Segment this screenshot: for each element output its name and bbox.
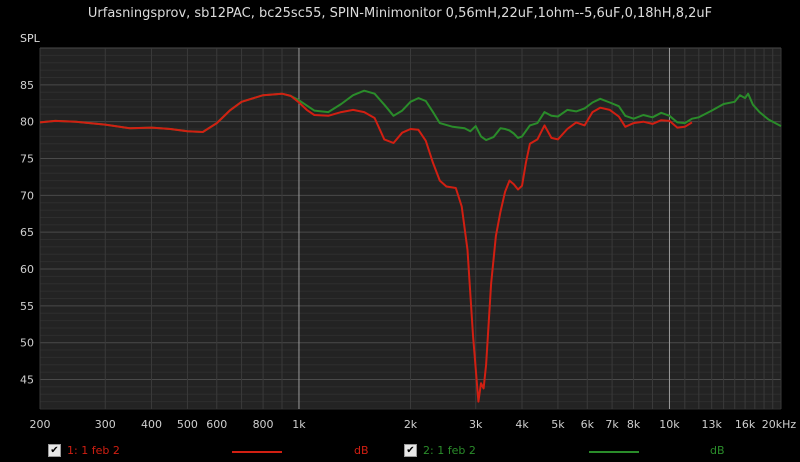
y-tick-label: 65 <box>20 226 34 239</box>
y-tick-label: 55 <box>20 300 34 313</box>
legend-2-swatch <box>589 451 639 453</box>
series-line-1 <box>39 92 693 403</box>
y-tick-label: 75 <box>20 153 34 166</box>
x-tick-label: 3k <box>469 418 483 431</box>
legend-2-checkbox[interactable]: ✔ <box>404 443 417 457</box>
y-tick-label: 80 <box>20 116 34 129</box>
grid <box>39 47 782 410</box>
legend-1-swatch <box>232 451 282 453</box>
x-tick-label: 16k <box>735 418 756 431</box>
chart-title: Urfasningsprov, sb12PAC, bc25sc55, SPIN-… <box>87 6 713 21</box>
x-tick-label: 600 <box>206 418 227 431</box>
x-tick-label: 400 <box>141 418 162 431</box>
legend-1-label: 1: 1 feb 2 <box>67 443 120 457</box>
legend-1-unit: dB <box>354 444 369 457</box>
y-tick-label: 60 <box>20 263 34 276</box>
series-layer <box>39 89 782 403</box>
y-tick-label: 70 <box>20 189 34 202</box>
legend-item-2[interactable]: ✔ 2: 1 feb 2 <box>404 440 476 460</box>
x-tick-labels: 200 300 400 500 600 800 1k 2k 3k 4k 5k 6k 7k 8k 10k 13k… <box>30 418 797 431</box>
x-tick-label: 5k <box>551 418 565 431</box>
x-tick-label: 500 <box>177 418 198 431</box>
legend-1-checkbox[interactable]: ✔ <box>48 443 61 457</box>
legend-2-label: 2: 1 feb 2 <box>423 443 476 457</box>
y-tick-labels: 45 50 55 60 65 70 75 80 85 <box>20 79 34 387</box>
x-tick-label: 8k <box>627 418 641 431</box>
x-tick-label: 4k <box>515 418 529 431</box>
legend-2-unit: dB <box>710 444 725 457</box>
x-tick-label: 2k <box>404 418 418 431</box>
y-tick-label: 45 <box>20 374 34 387</box>
x-tick-label: 1k <box>292 418 306 431</box>
x-tick-label: 7k <box>605 418 619 431</box>
y-axis-label: SPL <box>20 32 40 45</box>
x-tick-label: 800 <box>253 418 274 431</box>
y-tick-label: 85 <box>20 79 34 92</box>
x-tick-label: 6k <box>581 418 595 431</box>
x-tick-label: 10k <box>659 418 680 431</box>
x-tick-label: 300 <box>95 418 116 431</box>
x-tick-label: 200 <box>30 418 51 431</box>
y-tick-label: 50 <box>20 337 34 350</box>
legend-item-1[interactable]: ✔ 1: 1 feb 2 <box>48 440 120 460</box>
x-tick-label: 20kHz <box>762 418 797 431</box>
x-tick-label: 13k <box>701 418 722 431</box>
